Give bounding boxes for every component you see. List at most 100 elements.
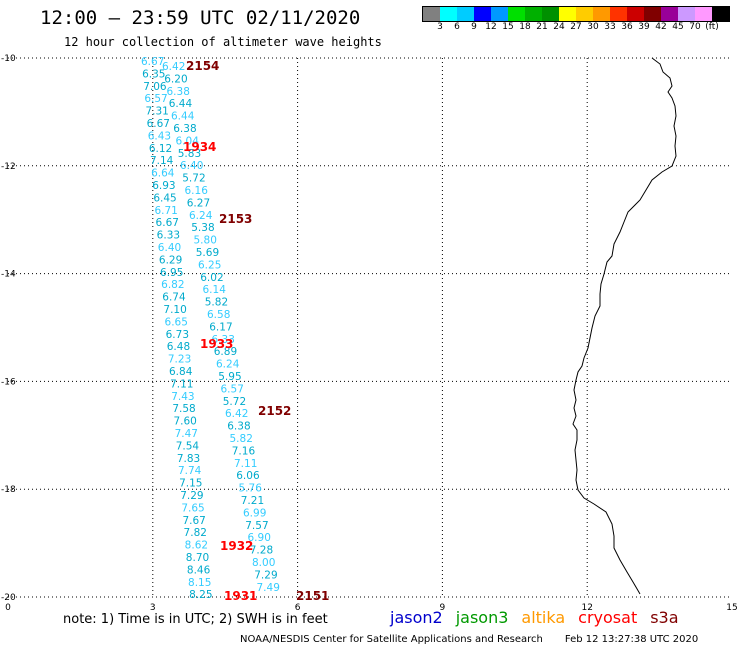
swh-value-left: 6.65: [165, 316, 188, 328]
swh-value-left: 7.58: [172, 403, 195, 415]
swh-value-right: 7.57: [245, 520, 268, 532]
swh-value-right: 6.58: [207, 309, 230, 321]
swh-value-left: 6.12: [149, 143, 172, 155]
swh-value-left: 8.25: [189, 589, 212, 601]
x-tick-label: 12: [581, 603, 592, 613]
swh-value-right: 7.28: [250, 545, 273, 557]
pass-time-label: 1934: [183, 140, 216, 154]
swh-value-right: 6.27: [187, 197, 210, 209]
legend-swatch-5: [508, 7, 525, 21]
swh-value-left: 6.48: [167, 341, 190, 353]
page-title: 12:00 – 23:59 UTC 02/11/2020: [40, 7, 361, 29]
legend-swatch-14: [661, 7, 678, 21]
swh-value-right: 6.40: [180, 160, 203, 172]
swh-value-left: 7.65: [181, 502, 204, 514]
swh-value-left: 7.23: [168, 354, 191, 366]
legend-label-14: 45: [672, 22, 684, 32]
swh-value-right: 6.20: [164, 73, 187, 85]
legend-label-9: 30: [587, 22, 599, 32]
pass-time-label: 2152: [258, 404, 291, 418]
swh-value-left: 7.06: [143, 81, 167, 93]
swh-value-right: 6.24: [216, 359, 240, 371]
swh-value-right: 7.11: [234, 458, 257, 470]
swh-value-right: 6.25: [198, 259, 221, 271]
swh-value-left: 7.47: [175, 428, 198, 440]
swh-value-left: 7.15: [179, 478, 202, 490]
legend-swatch-1: [440, 7, 457, 21]
legend-label-11: 36: [621, 22, 633, 32]
credit-text: NOAA/NESDIS Center for Satellite Applica…: [240, 634, 543, 645]
legend-swatch-16: [695, 7, 712, 21]
swh-value-left: 6.95: [160, 267, 183, 279]
swh-value-left: 6.45: [153, 192, 176, 204]
swh-value-right: 5.76: [239, 483, 263, 495]
pass-time-label: 2154: [186, 59, 219, 73]
swh-value-right: 6.42: [162, 61, 185, 73]
x-tick-label: 9: [440, 603, 446, 613]
x-tick-label: 0: [5, 603, 11, 613]
swh-value-right: 6.99: [243, 507, 266, 519]
legend-swatch-3: [474, 7, 491, 21]
legend-label-7: 24: [553, 22, 565, 32]
swh-value-left: 6.57: [144, 93, 167, 105]
legend-label-15: 70: [689, 22, 701, 32]
swh-value-right: 6.17: [209, 321, 232, 333]
map-grid: [8, 57, 732, 598]
swh-value-right: 6.02: [200, 272, 223, 284]
swh-value-left: 6.40: [158, 242, 181, 254]
legend-swatch-2: [457, 7, 474, 21]
x-tick-label: 3: [150, 603, 156, 613]
satellite-altika: altika: [521, 608, 566, 627]
satellite-s3a: s3a: [650, 608, 679, 627]
swh-value-right: 6.90: [248, 532, 271, 544]
swh-value-right: 6.89: [214, 346, 237, 358]
swh-value-right: 5.72: [182, 173, 205, 185]
legend-swatch-8: [559, 7, 576, 21]
swh-value-right: 8.00: [252, 557, 275, 569]
swh-value-left: 6.43: [148, 130, 171, 142]
swh-value-right: 7.49: [257, 582, 280, 594]
altimeter-track: 6.676.357.066.577.316.676.436.127.146.64…: [141, 56, 329, 603]
swh-value-left: 7.54: [176, 440, 200, 452]
swh-value-left: 7.43: [171, 391, 194, 403]
swh-value-left: 6.67: [156, 217, 179, 229]
map-axes: 0 3 6 9 12 15 -10 -12 -14 -16 -18 -20: [1, 54, 738, 613]
swh-value-right: 6.38: [227, 421, 250, 433]
swh-value-right: 6.57: [221, 383, 244, 395]
legend-label-0: 3: [437, 22, 443, 32]
legend-label-16: (ft): [705, 22, 719, 32]
swh-value-right: 5.83: [178, 148, 201, 160]
swh-value-right: 6.44: [169, 98, 193, 110]
swh-value-left: 6.74: [162, 292, 186, 304]
coastline: [572, 57, 677, 595]
credit-line: NOAA/NESDIS Center for Satellite Applica…: [240, 634, 698, 645]
swh-value-right: 5.82: [205, 297, 228, 309]
swh-value-left: 8.15: [188, 577, 211, 589]
legend-swatch-10: [593, 7, 610, 21]
swh-value-left: 7.10: [163, 304, 186, 316]
legend-swatch-12: [627, 7, 644, 21]
swh-value-left: 7.60: [173, 416, 196, 428]
legend-swatch-13: [644, 7, 661, 21]
swh-value-left: 7.74: [178, 465, 202, 477]
swh-value-right: 6.14: [203, 284, 227, 296]
swh-value-left: 7.83: [177, 453, 200, 465]
legend-swatch-15: [678, 7, 695, 21]
swh-value-left: 7.14: [150, 155, 174, 167]
swh-value-left: 7.29: [180, 490, 203, 502]
swh-value-right: 5.38: [191, 222, 214, 234]
swh-value-left: 6.35: [142, 68, 165, 80]
swh-value-right: 5.80: [194, 235, 217, 247]
footnote: note: 1) Time is in UTC; 2) SWH is in fe…: [63, 612, 328, 627]
page-subtitle: 12 hour collection of altimeter wave hei…: [64, 35, 382, 49]
legend-swatch-0: [423, 7, 440, 21]
legend-label-2: 9: [471, 22, 477, 32]
swh-value-right: 6.44: [171, 111, 195, 123]
swh-value-left: 7.31: [145, 106, 168, 118]
swh-value-left: 8.46: [187, 564, 211, 576]
legend-label-10: 33: [604, 22, 616, 32]
legend-label-5: 18: [519, 22, 531, 32]
swh-value-left: 8.62: [185, 540, 208, 552]
swh-value-left: 7.11: [170, 378, 193, 390]
